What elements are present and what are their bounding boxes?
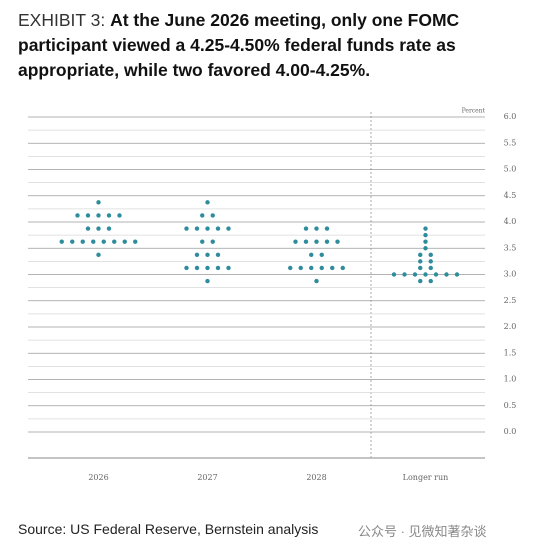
- y-tick-label: 1.0: [504, 375, 517, 384]
- dot: [70, 239, 75, 244]
- y-tick-label: 5.0: [504, 165, 517, 174]
- dot: [205, 200, 210, 205]
- x-tick-label: 2028: [306, 473, 326, 482]
- dot: [293, 239, 298, 244]
- dot: [200, 213, 205, 218]
- dot: [215, 252, 221, 258]
- dot: [303, 226, 309, 231]
- dot: [324, 226, 330, 231]
- dot: [423, 272, 428, 277]
- dot: [205, 265, 210, 271]
- dot: [418, 252, 423, 258]
- y-tick-label: 3.5: [504, 243, 517, 252]
- dot: [133, 239, 138, 244]
- dot: [75, 213, 80, 218]
- y-tick-label: 5.5: [504, 138, 517, 147]
- dot: [324, 239, 330, 244]
- dot: [117, 213, 122, 218]
- dot: [433, 272, 439, 277]
- dot: [428, 259, 433, 264]
- dot: [423, 226, 428, 231]
- dot: [96, 226, 101, 231]
- dot: [106, 226, 112, 231]
- dot: [314, 278, 319, 284]
- dot: [418, 259, 423, 264]
- dot: [96, 252, 101, 258]
- dot: [194, 226, 200, 231]
- chart-title: At the June 2026 meeting, only one FOMC …: [18, 10, 460, 80]
- dot: [288, 265, 293, 271]
- dot: [454, 272, 460, 277]
- y-tick-label: 4.0: [504, 217, 517, 226]
- y-tick-label: 2.0: [504, 322, 517, 331]
- dot: [298, 265, 303, 271]
- dot: [391, 272, 397, 277]
- dot: [418, 265, 423, 271]
- chart: Percent 0.0 0.5 1.0 1.5 2.0 2.5 3.0 3.5 4.0 4.5 5.…: [28, 108, 517, 482]
- dot: [428, 265, 433, 271]
- dot: [59, 239, 64, 244]
- exhibit-label: EXHIBIT 3:: [18, 10, 106, 30]
- dot: [226, 226, 231, 231]
- y-tick-label: 2.5: [504, 296, 517, 305]
- x-tick-label: 2026: [88, 473, 108, 482]
- y-tick-label: 4.5: [504, 191, 517, 200]
- dot: [330, 265, 335, 271]
- dot: [418, 278, 423, 284]
- title-block: EXHIBIT 3: At the June 2026 meeting, onl…: [18, 8, 533, 83]
- dot: [215, 265, 221, 271]
- dot: [210, 213, 215, 218]
- dot: [85, 213, 91, 218]
- dot: [444, 272, 449, 277]
- dot: [194, 265, 200, 271]
- dot: [335, 239, 340, 244]
- dot: [205, 226, 210, 231]
- dot: [205, 278, 210, 284]
- y-axis-label: Percent: [462, 108, 486, 115]
- dot: [402, 272, 407, 277]
- dot: [205, 252, 210, 258]
- dot: [85, 226, 91, 231]
- dot: [309, 252, 314, 258]
- y-tick-label: 0.0: [504, 427, 517, 436]
- y-tick-label: 6.0: [504, 112, 517, 121]
- dot: [184, 265, 189, 271]
- x-tick-label: Longer run: [403, 473, 449, 482]
- dot: [226, 265, 231, 271]
- dot: [194, 252, 200, 258]
- dot: [80, 239, 85, 244]
- dot: [314, 226, 319, 231]
- dot: [96, 200, 101, 205]
- dot: [101, 239, 106, 244]
- dot: [96, 213, 101, 218]
- y-tick-label: 0.5: [504, 401, 517, 410]
- dot: [319, 252, 324, 258]
- dot: [314, 239, 319, 244]
- dot: [319, 265, 324, 271]
- dot: [428, 278, 433, 284]
- dot: [106, 213, 112, 218]
- dot: [200, 239, 205, 244]
- y-tick-label: 3.0: [504, 270, 517, 279]
- dot: [423, 232, 428, 238]
- dot: [91, 239, 96, 244]
- dot: [428, 252, 433, 258]
- source: Source: US Federal Reserve, Bernstein an…: [18, 521, 319, 537]
- dot: [184, 226, 189, 231]
- dot: [423, 239, 428, 244]
- dot: [215, 226, 221, 231]
- dot: [309, 265, 314, 271]
- watermark: 公众号 · 见微知著杂谈: [358, 524, 487, 539]
- dot: [340, 265, 345, 271]
- y-tick-label: 1.5: [504, 348, 517, 357]
- x-tick-label: 2027: [197, 473, 217, 482]
- dot: [122, 239, 127, 244]
- dot: [112, 239, 117, 244]
- dot: [423, 246, 428, 251]
- dot: [303, 239, 309, 244]
- dot: [412, 272, 418, 277]
- dot: [210, 239, 215, 244]
